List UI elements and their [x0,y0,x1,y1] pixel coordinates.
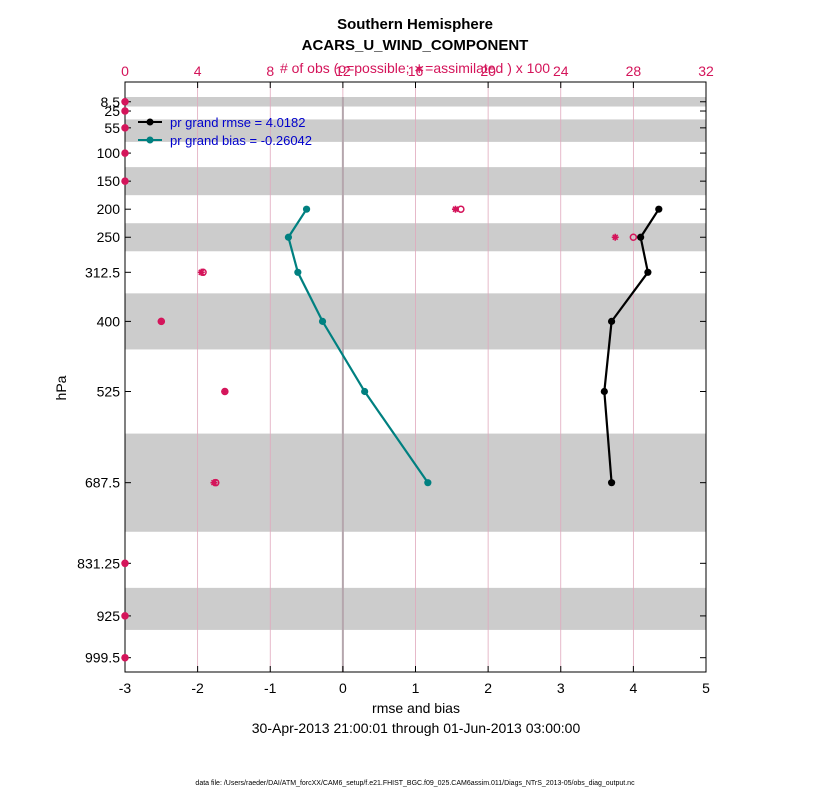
obs-assimilated-13 [121,654,129,662]
top-tick-label-0: 0 [121,63,129,79]
obs-assimilated-2 [121,124,129,132]
date-range: 30-Apr-2013 21:00:01 through 01-Jun-2013… [252,720,581,736]
y-tick-label-13: 999.5 [85,650,120,666]
y-tick-label-12: 925 [97,608,121,624]
axis-ticks: -3 -2 -1 0 1 2 3 4 50 4 8 12 16 20 24 28 328.52555100150… [77,63,714,696]
obs-assimilated-11 [121,559,129,567]
top-tick-label-4: 16 [408,63,424,79]
chart-title: Southern Hemisphere [337,16,493,33]
y-tick-label-0: 8.5 [101,94,121,110]
y-tick-label-5: 200 [97,201,121,217]
x-axis-label: rmse and bias [372,700,460,716]
series-lines [284,205,663,487]
obs-assimilated-0 [121,98,129,106]
obs-assimilated-1 [121,107,129,115]
top-tick-label-1: 4 [194,63,202,79]
y-tick-label-3: 100 [97,145,121,161]
top-axis-label: # of obs (o=possible; ∗=assimilated ) x … [280,60,550,76]
legend-rmse-label: pr grand rmse = 4.0182 [170,115,306,130]
legend-bias-marker [146,136,154,144]
top-tick-label-3: 12 [335,63,351,79]
y-tick-label-9: 525 [97,384,121,400]
series-0-point-0 [655,205,663,213]
series-0-point-1 [637,233,645,241]
legend-rmse-marker [146,118,154,126]
obs-assimilated-4 [121,177,129,185]
series-line-0 [603,208,660,483]
series-0-point-5 [607,479,616,487]
obs-assimilated-3 [121,149,129,157]
top-tick-label-5: 20 [480,63,496,79]
series-0-point-2 [644,268,652,276]
obs-assimilated-5 [451,205,459,213]
obs-assimilated-6 [611,233,619,241]
series-1-point-3 [318,317,327,325]
obs-assimilated-12 [121,612,129,620]
series-line-1 [287,208,429,484]
series-1-point-2 [294,268,302,276]
obs-assimilated-10 [210,479,218,487]
x-tick-label-0: -3 [119,680,132,696]
series-1-point-0 [302,205,311,213]
top-tick-label-7: 28 [626,63,642,79]
x-tick-label-6: 3 [557,680,565,696]
top-tick-label-8: 32 [698,63,714,79]
y-tick-label-11: 831.25 [77,555,120,571]
obs-assimilated-9 [221,388,229,396]
series-0-point-4 [600,387,608,396]
y-axis-label: hPa [53,375,69,400]
series-1-point-1 [284,233,293,241]
y-tick-label-1: 25 [104,103,120,119]
chart-subtitle: ACARS_U_WIND_COMPONENT [302,37,529,54]
legend-bias-label: pr grand bias = -0.26042 [170,133,312,148]
top-tick-label-2: 8 [266,63,274,79]
legend: pr grand rmse = 4.0182 pr grand bias = -… [138,115,312,148]
y-tick-label-7: 312.5 [85,264,120,280]
x-tick-label-8: 5 [702,680,710,696]
obs-possible-6 [629,233,638,241]
obs-assimilated-8 [157,317,165,325]
x-tick-label-7: 4 [629,680,637,696]
x-tick-label-1: -2 [191,680,204,696]
y-tick-label-10: 687.5 [85,475,120,491]
y-tick-label-4: 150 [97,173,121,189]
obs-assimilated-7 [197,268,205,276]
series-1-point-5 [424,479,432,487]
data-file-footer: data file: /Users/raeder/DAI/ATM_forcXX/… [195,780,635,787]
y-tick-label-2: 55 [104,120,120,136]
x-tick-label-3: 0 [339,680,347,696]
y-tick-label-6: 250 [97,229,121,245]
series-0-point-3 [607,317,616,325]
top-tick-label-6: 24 [553,63,569,79]
obs-count-markers [121,98,638,662]
x-tick-label-5: 2 [484,680,492,696]
series-1-point-4 [361,387,369,396]
y-tick-label-8: 400 [97,313,121,329]
x-tick-label-4: 1 [412,680,420,696]
x-tick-label-2: -1 [264,680,277,696]
